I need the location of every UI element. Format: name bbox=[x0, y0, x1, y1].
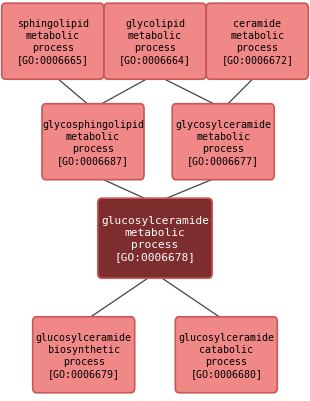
Text: glucosylceramide
metabolic
process
[GO:0006678]: glucosylceramide metabolic process [GO:0… bbox=[101, 216, 209, 261]
Text: glucosylceramide
biosynthetic
process
[GO:0006679]: glucosylceramide biosynthetic process [G… bbox=[36, 332, 132, 378]
FancyBboxPatch shape bbox=[172, 104, 274, 180]
Text: glycosylceramide
metabolic
process
[GO:0006677]: glycosylceramide metabolic process [GO:0… bbox=[175, 119, 271, 165]
Text: glucosylceramide
catabolic
process
[GO:0006680]: glucosylceramide catabolic process [GO:0… bbox=[178, 332, 274, 378]
FancyBboxPatch shape bbox=[206, 4, 308, 80]
FancyBboxPatch shape bbox=[42, 104, 144, 180]
Text: glycosphingolipid
metabolic
process
[GO:0006687]: glycosphingolipid metabolic process [GO:… bbox=[42, 119, 144, 165]
Text: ceramide
metabolic
process
[GO:0006672]: ceramide metabolic process [GO:0006672] bbox=[221, 19, 293, 65]
FancyBboxPatch shape bbox=[2, 4, 104, 80]
FancyBboxPatch shape bbox=[175, 317, 277, 393]
FancyBboxPatch shape bbox=[33, 317, 135, 393]
FancyBboxPatch shape bbox=[98, 199, 212, 278]
FancyBboxPatch shape bbox=[104, 4, 206, 80]
Text: sphingolipid
metabolic
process
[GO:0006665]: sphingolipid metabolic process [GO:00066… bbox=[17, 19, 89, 65]
Text: glycolipid
metabolic
process
[GO:0006664]: glycolipid metabolic process [GO:0006664… bbox=[119, 19, 191, 65]
